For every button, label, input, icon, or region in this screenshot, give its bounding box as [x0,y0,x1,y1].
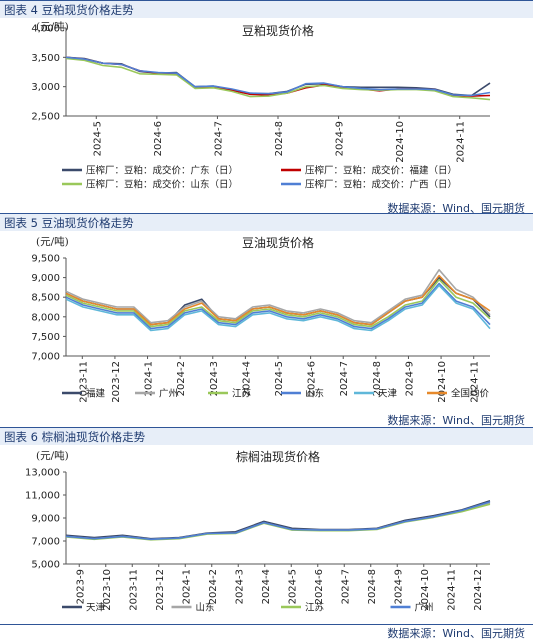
y-tick-label: 7,000 [31,537,60,548]
caption-bar-palmoil: 图表 6 棕榈油现货价格走势 [0,427,533,445]
source-note-soyoil: 数据来源：Wind、国元期货 [387,414,525,427]
x-tick-label: 2024-1 [144,361,155,396]
x-tick-label: 2024-6 [314,569,325,604]
x-tick-label: 2023-11 [78,361,89,403]
x-tick-label: 2024-3 [209,361,220,396]
chart-title: 棕榈油现货价格 [236,449,320,464]
x-tick-label: 2024-10 [395,121,406,163]
x-tick-label: 2023-12 [155,569,166,611]
x-tick-label: 2024-5 [92,121,103,156]
legend-label: 天津 [86,603,106,614]
y-tick-label: 3,000 [31,82,60,93]
y-tick-label: 4,000 [31,24,60,35]
y-tick-label: 9,500 [31,254,60,265]
x-tick-label: 2024-11 [470,361,481,403]
caption-soymeal: 图表 4 豆粕现货价格走势 [4,3,134,17]
x-tick-label: 2023-12 [111,361,122,403]
legend-label: 压榨厂：豆粕：成交价：广东（日） [86,165,238,177]
x-tick-label: 2024-1 [181,569,192,604]
palmoil-price-chart: 棕榈油现货价格 (元/吨) 13,000 11,000 9,000 7,000 5,000 2… [25,449,491,614]
chart-title: 豆粕现货价格 [242,23,314,38]
legend-label: 山东 [196,602,215,614]
x-tick-label: 2024-11 [446,569,457,611]
legend-label: 天津 [378,389,398,400]
x-tick-label: 2024-5 [287,569,298,604]
y-tick-label: 13,000 [25,468,60,479]
x-tick-label: 2024-5 [274,361,285,396]
y-tick-label: 9,000 [31,514,60,525]
chart-title: 豆油现货价格 [242,235,314,250]
legend-label: 全国均价 [451,388,490,400]
y-unit-label: (元/吨) [36,235,69,248]
caption-palmoil: 图表 6 棕榈油现货价格走势 [4,430,146,444]
y-unit-label: (元/吨) [36,449,69,462]
series-line-1 [65,500,491,540]
x-tick-label: 2024-8 [367,569,378,604]
caption-bar-soymeal: 图表 4 豆粕现货价格走势 [0,0,533,18]
x-tick-label: 2024-8 [274,121,285,156]
series-line-4 [65,501,491,541]
x-tick-label: 2024-10 [420,569,431,611]
x-tick-label: 2024-10 [437,361,448,403]
series-line-4 [65,56,491,97]
y-tick-label: 9,000 [31,273,60,284]
x-tick-label: 2024-9 [335,121,346,156]
x-tick-label: 2024-3 [234,569,245,604]
y-tick-label: 3,500 [31,53,60,64]
legend-label: 福建 [86,388,106,400]
series-line-3 [65,278,491,328]
soymeal-price-chart: 豆粕现货价格 (元/吨)4,000 3,500 3,000 2,500 2024-5 202… [31,20,491,191]
x-tick-label: 2024-2 [176,361,187,396]
series-line-2 [65,269,491,324]
x-tick-label: 2023-11 [128,569,139,611]
x-tick-label: 2024-9 [393,569,404,604]
x-tick-label: 2024-6 [307,361,318,396]
legend-label: 广州 [415,602,434,614]
caption-bar-soyoil: 图表 5 豆油现货价格走势 [0,213,533,231]
source-rule [0,624,533,625]
series-line-2 [65,502,491,541]
x-tick-label: 2024-4 [241,361,252,396]
series-line-5 [65,284,491,332]
legend-label: 江苏 [305,602,325,614]
series-line-4 [65,282,491,330]
legend-label: 山东 [305,388,324,400]
caption-soyoil: 图表 5 豆油现货价格走势 [4,216,134,230]
x-tick-label: 2024-8 [372,361,383,396]
y-unit-label: (元/吨) [36,20,69,33]
legend-label: 广州 [159,388,178,400]
x-tick-label: 2023-9 [75,569,86,604]
x-tick-label: 2024-4 [261,569,272,604]
source-note-palmoil: 数据来源：Wind、国元期货 [387,627,525,640]
x-tick-label: 2024-7 [340,569,351,604]
x-tick-label: 2024-6 [153,121,164,156]
legend-label: 压榨厂：豆粕：成交价：福建（日） [305,165,457,177]
x-tick-label: 2023-10 [102,569,113,611]
y-tick-label: 2,500 [31,112,60,123]
x-tick-label: 2024-11 [456,121,467,163]
soyoil-price-chart: 豆油现货价格 (元/吨) 9,500 9,000 8,500 8,000 7,500 7,00… [31,235,491,403]
x-tick-label: 2024-7 [339,361,350,396]
y-tick-label: 8,000 [31,312,60,323]
x-tick-label: 2024-9 [404,361,415,396]
x-tick-label: 2024-2 [208,569,219,604]
y-tick-label: 11,000 [25,491,60,502]
source-note-soymeal: 数据来源：Wind、国元期货 [387,202,525,215]
series-line-6 [65,274,491,326]
y-tick-label: 7,000 [31,352,60,363]
legend-label: 压榨厂：豆粕：成交价：广西（日） [305,179,457,191]
y-tick-label: 7,500 [31,332,60,343]
legend-label: 压榨厂：豆粕：成交价：山东（日） [86,179,238,191]
series-line-3 [65,503,491,541]
x-tick-label: 2024-7 [213,121,224,156]
legend-label: 江苏 [232,388,252,400]
y-tick-label: 8,500 [31,293,60,304]
y-tick-label: 5,000 [31,560,60,571]
x-tick-label: 2024-12 [473,569,484,611]
